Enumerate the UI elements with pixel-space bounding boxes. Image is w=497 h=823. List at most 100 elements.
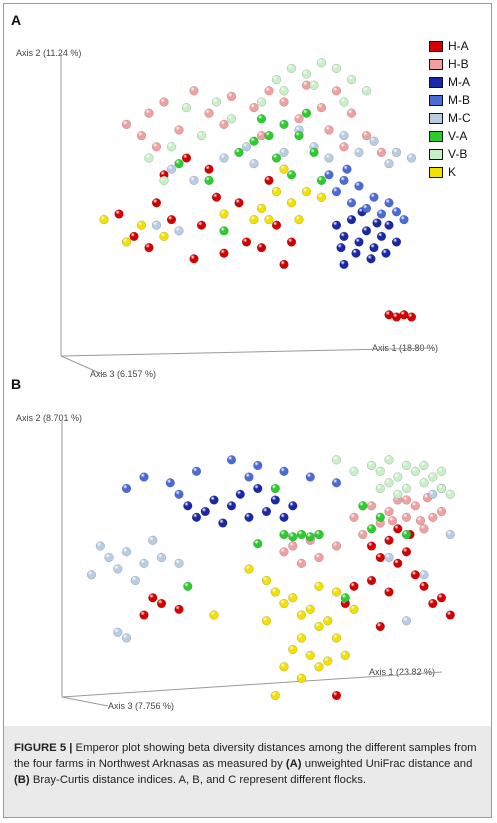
legend-label: K: [448, 165, 457, 179]
data-point: [253, 460, 263, 471]
data-point: [104, 552, 114, 563]
data-point: [361, 203, 372, 214]
series-k: [99, 164, 327, 247]
data-point: [324, 170, 334, 180]
data-point: [279, 164, 289, 174]
data-point: [244, 564, 254, 574]
data-point: [189, 175, 199, 186]
series-k: [209, 564, 359, 701]
data-point: [288, 644, 298, 655]
data-point: [361, 226, 372, 236]
data-point: [156, 598, 167, 609]
data-point: [410, 466, 420, 476]
data-point: [296, 558, 307, 568]
data-point: [331, 587, 342, 597]
data-point: [174, 226, 184, 236]
data-point: [309, 80, 319, 90]
data-point: [301, 108, 312, 118]
data-point: [331, 186, 342, 197]
data-point: [211, 192, 222, 202]
data-point: [340, 593, 350, 603]
data-point: [286, 198, 297, 208]
caption-text-2: unweighted UniFrac distance and: [301, 758, 473, 770]
data-point: [314, 529, 324, 540]
legend-label: M-C: [448, 111, 471, 125]
data-point: [415, 516, 426, 526]
data-point: [121, 237, 132, 247]
data-point: [358, 501, 368, 511]
data-point: [151, 198, 162, 208]
panel-a-letter: A: [11, 12, 22, 28]
data-point: [331, 63, 342, 74]
panel-b-axis1-line: [61, 671, 443, 698]
data-point: [436, 483, 447, 494]
data-point: [436, 466, 447, 476]
data-point: [369, 242, 379, 253]
figure: A Axis 2 (11.24 %) Axis 3 (6.157 %) Axis…: [3, 3, 492, 818]
data-point: [279, 259, 289, 270]
data-point: [226, 114, 237, 124]
legend-item-m-c: M-C: [429, 109, 471, 127]
data-point: [279, 662, 289, 672]
panel-b-axis3-line: [61, 696, 109, 707]
data-point: [189, 254, 199, 264]
data-point: [139, 472, 149, 482]
data-point: [349, 512, 359, 522]
data-point: [165, 478, 175, 488]
legend-item-v-a: V-A: [429, 127, 471, 145]
data-point: [99, 214, 109, 225]
data-point: [286, 63, 297, 74]
panel-b-axis1-label: Axis 1 (23.82 %): [369, 667, 436, 677]
data-point: [121, 483, 132, 494]
data-point: [369, 192, 379, 202]
data-point: [393, 524, 403, 534]
data-point: [270, 690, 280, 701]
data-point: [339, 130, 349, 141]
data-point: [309, 147, 319, 158]
data-point: [219, 209, 229, 219]
data-point: [294, 214, 304, 225]
data-point: [349, 581, 359, 591]
series-h-a: [139, 524, 455, 701]
data-point: [339, 231, 349, 242]
data-point: [349, 466, 359, 476]
data-point: [270, 495, 280, 505]
caption-text-1: Emperor plot showing beta diversity dist…: [14, 742, 477, 770]
data-point: [346, 74, 357, 85]
data-point: [159, 231, 169, 242]
series-m-b: [324, 164, 409, 225]
panel-b-plot: [61, 419, 455, 707]
data-point: [234, 147, 244, 158]
data-point: [218, 518, 228, 528]
data-point: [121, 119, 132, 130]
data-point: [181, 153, 192, 163]
data-point: [428, 489, 438, 499]
data-point: [226, 501, 237, 511]
panel-a-axis1-label: Axis 1 (18.80 %): [372, 343, 439, 353]
panel-a-legend: H-A H-B M-A M-B M-C V-A V-B K: [429, 37, 471, 181]
data-point: [314, 621, 324, 632]
data-point: [401, 483, 412, 494]
data-point: [279, 529, 289, 540]
data-point: [393, 472, 403, 482]
data-point: [339, 259, 349, 270]
legend-item-h-b: H-B: [429, 55, 471, 73]
data-point: [271, 74, 282, 85]
data-point: [401, 495, 412, 505]
data-point: [279, 97, 289, 107]
data-point: [305, 604, 315, 614]
data-point: [324, 153, 334, 163]
data-point: [436, 593, 447, 603]
data-point: [339, 142, 349, 152]
data-point: [196, 220, 207, 230]
data-point: [372, 218, 382, 228]
data-point: [305, 532, 315, 542]
series-v-b: [144, 58, 372, 186]
data-point: [314, 662, 324, 672]
data-point: [139, 558, 149, 568]
data-point: [249, 158, 259, 169]
data-point: [331, 690, 342, 701]
data-point: [139, 610, 149, 620]
data-point: [264, 130, 274, 141]
series-v-b: [331, 455, 455, 499]
